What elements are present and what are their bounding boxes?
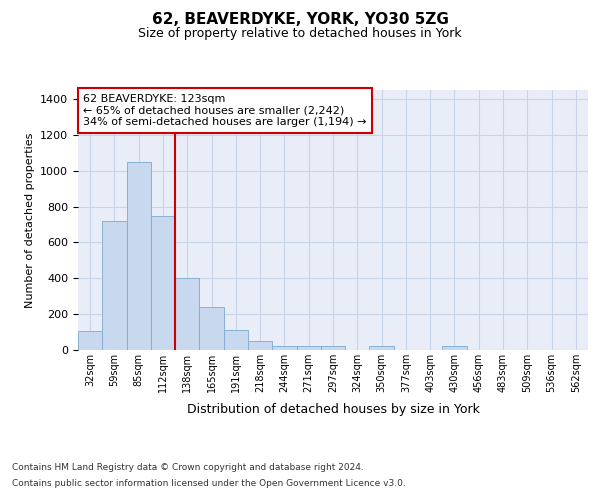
Bar	[102, 221, 127, 350]
Bar	[272, 346, 296, 350]
Bar	[175, 278, 199, 350]
Bar	[199, 307, 224, 350]
X-axis label: Distribution of detached houses by size in York: Distribution of detached houses by size …	[187, 404, 479, 416]
Bar	[151, 216, 175, 350]
Bar	[442, 346, 467, 350]
Bar	[370, 346, 394, 350]
Text: Contains public sector information licensed under the Open Government Licence v3: Contains public sector information licen…	[12, 478, 406, 488]
Text: 62 BEAVERDYKE: 123sqm
← 65% of detached houses are smaller (2,242)
34% of semi-d: 62 BEAVERDYKE: 123sqm ← 65% of detached …	[83, 94, 367, 127]
Bar	[248, 341, 272, 350]
Text: Contains HM Land Registry data © Crown copyright and database right 2024.: Contains HM Land Registry data © Crown c…	[12, 464, 364, 472]
Bar	[127, 162, 151, 350]
Bar	[321, 346, 345, 350]
Bar	[78, 331, 102, 350]
Text: Size of property relative to detached houses in York: Size of property relative to detached ho…	[138, 28, 462, 40]
Y-axis label: Number of detached properties: Number of detached properties	[25, 132, 35, 308]
Bar	[224, 330, 248, 350]
Text: 62, BEAVERDYKE, YORK, YO30 5ZG: 62, BEAVERDYKE, YORK, YO30 5ZG	[152, 12, 448, 28]
Bar	[296, 346, 321, 350]
